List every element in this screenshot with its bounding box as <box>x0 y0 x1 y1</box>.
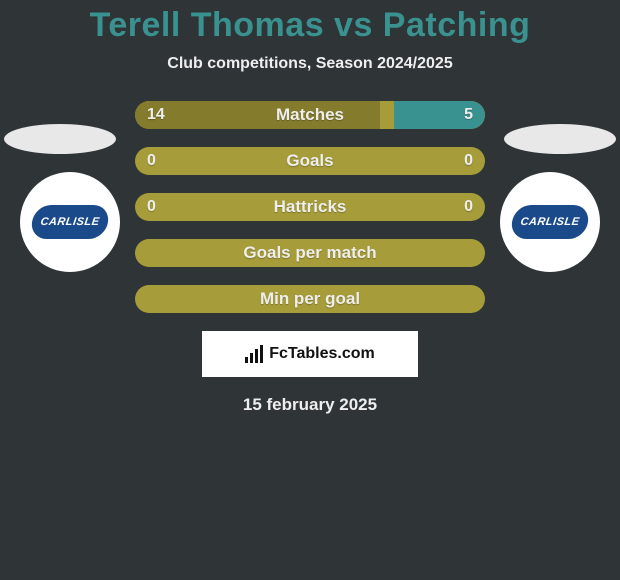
stat-row: 0 Goals 0 <box>135 147 485 175</box>
stat-row: 14 Matches 5 <box>135 101 485 129</box>
fctables-logo-icon <box>245 345 263 363</box>
stat-value-right: 0 <box>464 147 473 175</box>
stat-value-right: 5 <box>464 101 473 129</box>
stat-label: Hattricks <box>135 193 485 221</box>
footer-brand-text: FcTables.com <box>269 345 375 363</box>
footer-brand-box: FcTables.com <box>202 331 418 377</box>
page-title: Terell Thomas vs Patching <box>0 0 620 45</box>
stat-row: 0 Hattricks 0 <box>135 193 485 221</box>
stat-label: Goals per match <box>135 239 485 267</box>
stat-label: Matches <box>135 101 485 129</box>
stat-value-right: 0 <box>464 193 473 221</box>
stat-row: Goals per match <box>135 239 485 267</box>
stat-label: Goals <box>135 147 485 175</box>
stat-row: Min per goal <box>135 285 485 313</box>
stat-label: Min per goal <box>135 285 485 313</box>
date-text: 15 february 2025 <box>0 395 620 415</box>
subtitle: Club competitions, Season 2024/2025 <box>0 55 620 73</box>
stats-rows: 14 Matches 5 0 Goals 0 0 Hattricks 0 Goa… <box>0 101 620 313</box>
